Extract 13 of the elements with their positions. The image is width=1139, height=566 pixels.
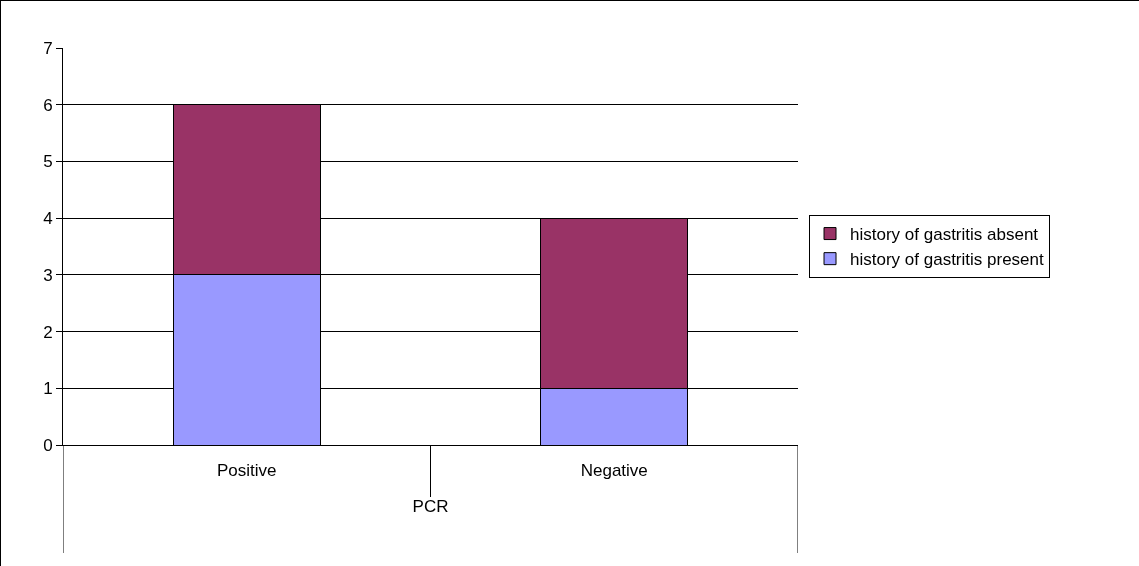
x-tick-label: Positive bbox=[216, 461, 277, 481]
x-tick-label: Negative bbox=[580, 461, 648, 481]
y-tick-label: 2 bbox=[43, 322, 53, 342]
y-tick-label: 1 bbox=[43, 379, 53, 399]
y-tick-label: 3 bbox=[43, 265, 53, 285]
x-axis-title: PCR bbox=[412, 496, 449, 516]
y-tick-label: 4 bbox=[43, 209, 53, 229]
y-tick-label: 5 bbox=[43, 152, 53, 172]
legend-label: history of gastritis absent bbox=[850, 225, 1039, 245]
y-tick-label: 7 bbox=[43, 38, 53, 58]
legend-label: history of gastritis present bbox=[850, 250, 1044, 270]
y-tick-label: 6 bbox=[43, 95, 53, 115]
y-tick-label: 0 bbox=[43, 435, 53, 455]
